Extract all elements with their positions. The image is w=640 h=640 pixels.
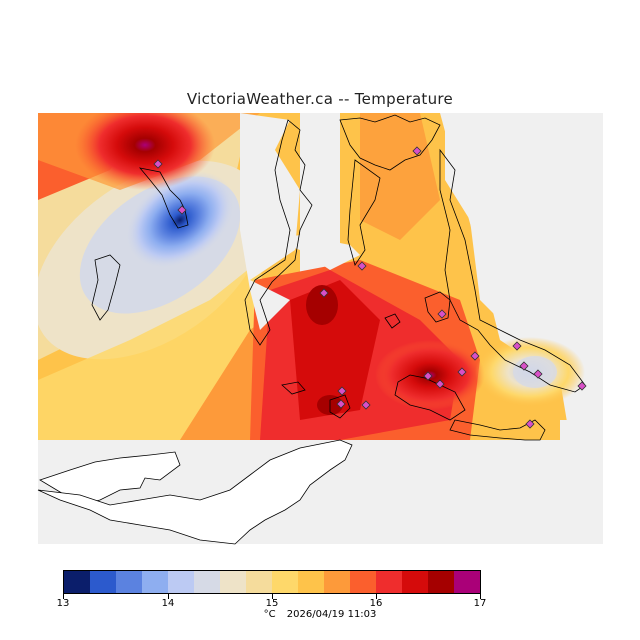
legend-tick	[480, 594, 481, 599]
legend-color-segment	[90, 571, 116, 593]
legend-tick-label: 13	[56, 598, 70, 609]
legend-color-segment	[454, 571, 480, 593]
legend-color-segment	[376, 571, 402, 593]
water	[240, 113, 603, 440]
legend-tick	[376, 594, 377, 599]
legend-tick	[63, 594, 64, 599]
station-markers	[153, 146, 587, 429]
legend-unit: °C	[263, 609, 276, 620]
page-title: VictoriaWeather.ca -- Temperature	[186, 90, 454, 108]
legend-color-segment	[428, 571, 454, 593]
legend-color-segment	[272, 571, 298, 593]
legend-color-segment	[324, 571, 350, 593]
legend-tick	[272, 594, 273, 599]
legend-timestamp: 2026/04/19 11:03	[286, 609, 377, 620]
legend-footer: °C 2026/04/19 11:03	[0, 609, 640, 620]
coastline	[37, 114, 586, 545]
temperature-field	[38, 113, 603, 544]
legend-color-bar	[63, 570, 481, 594]
legend-color-segment	[402, 571, 428, 593]
legend-tick-label: 15	[265, 598, 279, 609]
legend-color-segment	[246, 571, 272, 593]
legend-color-segment	[64, 571, 90, 593]
legend-tick-label: 14	[161, 598, 175, 609]
legend-color-segment	[168, 571, 194, 593]
legend-color-segment	[220, 571, 246, 593]
legend-color-segment	[116, 571, 142, 593]
legend-tick-label: 16	[369, 598, 383, 609]
legend-color-segment	[350, 571, 376, 593]
legend-color-segment	[298, 571, 324, 593]
legend-color-segment	[142, 571, 168, 593]
legend-color-segment	[194, 571, 220, 593]
legend-tick-label: 17	[473, 598, 487, 609]
legend-tick	[168, 594, 169, 599]
